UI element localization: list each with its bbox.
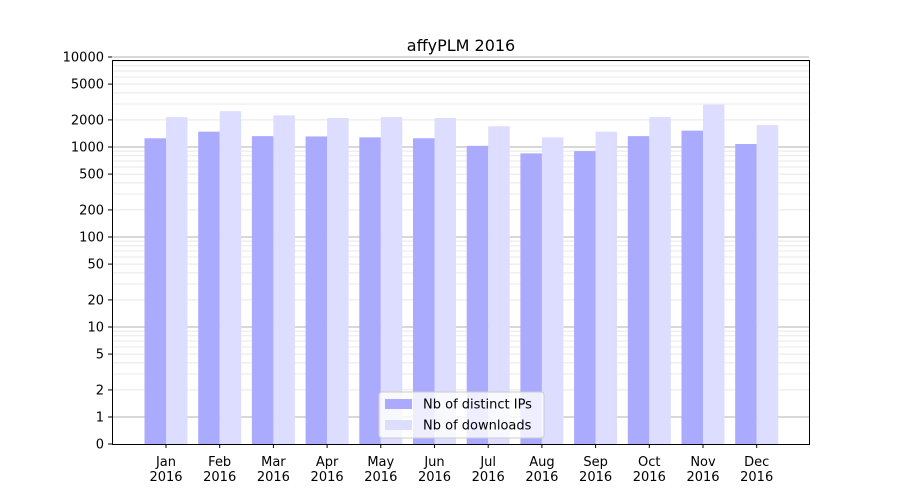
- y-tick-label: 10: [87, 321, 104, 336]
- x-tick-label-line: May: [367, 455, 394, 470]
- bar-downloads: [166, 117, 188, 444]
- bars: [144, 104, 779, 445]
- bar-distinct-ips: [681, 130, 703, 444]
- y-tick-label: 10000: [63, 51, 104, 66]
- x-tick-label-line: Jan: [155, 455, 176, 470]
- x-tick-label-line: 2016: [311, 470, 344, 485]
- bar-distinct-ips: [359, 137, 381, 444]
- y-tick-label: 0: [96, 438, 104, 453]
- bar-downloads: [434, 118, 456, 444]
- y-tick-label: 200: [79, 203, 104, 218]
- bar-distinct-ips: [735, 143, 757, 444]
- y-tick-label: 2: [96, 383, 104, 398]
- x-tick-label-line: 2016: [579, 470, 612, 485]
- y-tick-label: 5000: [71, 78, 104, 93]
- legend-swatch: [385, 420, 412, 430]
- legend-label: Nb of downloads: [423, 419, 532, 434]
- x-tick-label: Nov 2016: [686, 455, 719, 485]
- y-tick-label: 100: [79, 231, 104, 246]
- chart-title: affyPLM 2016: [407, 36, 515, 55]
- x-tick-label-line: 2016: [633, 470, 666, 485]
- x-tick-label-line: 2016: [257, 470, 290, 485]
- x-tick-label: Aug 2016: [525, 455, 558, 485]
- x-tick-label-line: 2016: [686, 470, 719, 485]
- bar-distinct-ips: [144, 138, 166, 445]
- x-tick-label-line: 2016: [418, 470, 451, 485]
- y-tick-label: 1000: [71, 141, 104, 156]
- legend-box: [378, 391, 545, 439]
- bar-downloads: [488, 126, 510, 445]
- bar-distinct-ips: [520, 153, 542, 444]
- x-tick-label-line: 2016: [364, 470, 397, 485]
- legend: Nb of distinct IPs Nb of downloads: [378, 391, 545, 439]
- y-tick-label: 5: [96, 348, 104, 363]
- bar-distinct-ips: [574, 151, 596, 445]
- x-tick-label-line: Nov: [690, 455, 716, 470]
- bar-distinct-ips: [305, 136, 328, 444]
- x-tick-label-line: 2016: [525, 470, 558, 485]
- bar-downloads: [541, 137, 564, 444]
- bar-downloads: [703, 104, 725, 445]
- x-tick-label-line: Jul: [479, 455, 496, 470]
- legend-label: Nb of distinct IPs: [423, 398, 532, 413]
- x-tick-label-line: Apr: [316, 455, 339, 470]
- y-tick-label: 50: [87, 258, 104, 273]
- x-tick-label-line: Dec: [744, 455, 769, 470]
- bar-distinct-ips: [627, 136, 650, 444]
- x-tick-label-line: Feb: [208, 455, 231, 470]
- x-tick-label: Dec 2016: [740, 455, 773, 485]
- y-tick-label: 2000: [71, 113, 104, 128]
- x-tick-label-line: Sep: [583, 455, 608, 470]
- x-tick-label: Jan 2016: [149, 455, 182, 485]
- x-tick-label-line: 2016: [203, 470, 236, 485]
- bar-downloads: [273, 115, 295, 444]
- x-tick-label-line: 2016: [472, 470, 505, 485]
- x-tick-label: Jun 2016: [418, 455, 451, 485]
- bar-downloads: [595, 131, 618, 444]
- bar-distinct-ips: [466, 145, 489, 444]
- bar-distinct-ips: [413, 138, 435, 445]
- x-tick-label: Apr 2016: [311, 455, 344, 485]
- y-tick-label: 500: [79, 168, 104, 183]
- x-tick-label-line: Mar: [261, 455, 286, 470]
- x-tick-label: May 2016: [364, 455, 397, 485]
- x-tick-label: Jul 2016: [472, 455, 505, 485]
- bar-distinct-ips: [198, 131, 220, 444]
- x-tick-label: Oct 2016: [633, 455, 666, 485]
- bar-downloads: [756, 125, 779, 444]
- x-tick-label: Mar 2016: [257, 455, 290, 485]
- y-axis: 0 1 2 5 10 20 50 100 200 500 1000 2000 5000 10000: [63, 51, 112, 453]
- legend-swatch: [385, 399, 412, 409]
- plot-frame: [112, 60, 810, 445]
- bar-downloads: [327, 118, 349, 444]
- bar-distinct-ips: [251, 136, 274, 444]
- x-tick-label-line: Oct: [638, 455, 660, 470]
- x-tick-label-line: Jun: [423, 455, 444, 470]
- y-tick-label: 20: [87, 293, 104, 308]
- x-tick-label: Sep 2016: [579, 455, 612, 485]
- bar-downloads: [649, 117, 671, 444]
- x-tick-label-line: Aug: [529, 455, 554, 470]
- bar-downloads: [219, 111, 242, 445]
- x-tick-label: Feb 2016: [203, 455, 236, 485]
- bar-downloads: [380, 117, 403, 444]
- x-tick-label-line: 2016: [149, 470, 182, 485]
- y-tick-label: 1: [96, 411, 104, 426]
- x-tick-label-line: 2016: [740, 470, 773, 485]
